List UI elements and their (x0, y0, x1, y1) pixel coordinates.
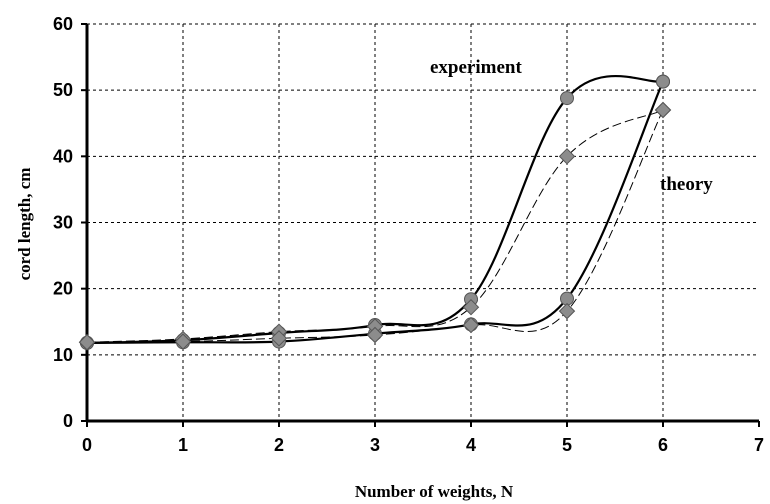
data-point-theory (366, 326, 384, 344)
data-point-theory (270, 330, 288, 347)
y-tick-label: 20 (53, 279, 73, 299)
x-tick-label: 2 (274, 435, 284, 455)
x-tick-label: 1 (178, 435, 188, 455)
data-point-experiment (656, 74, 670, 89)
markers-layer (78, 74, 672, 351)
x-tick-label: 5 (562, 435, 572, 455)
x-tick-label: 7 (754, 435, 764, 455)
data-point-theory (462, 316, 480, 334)
y-axis-label: cord length, cm (15, 168, 34, 281)
y-tick-label: 30 (53, 213, 73, 233)
annotation-experiment: experiment (430, 57, 522, 78)
y-tick-label: 50 (53, 80, 73, 100)
y-tick-label: 60 (53, 14, 73, 34)
y-tick-label: 10 (53, 345, 73, 365)
x-tick-label: 3 (370, 435, 380, 455)
data-point-theory (462, 298, 480, 316)
annotation-theory: theory (660, 174, 713, 195)
data-point-theory (78, 334, 96, 351)
data-point-theory (558, 148, 576, 165)
y-tick-label: 40 (53, 146, 73, 166)
y-tick-label: 0 (63, 411, 73, 431)
data-point-theory (174, 333, 192, 350)
data-point-theory (558, 302, 576, 320)
x-axis-label: Number of weights, N (355, 482, 514, 501)
x-tick-label: 0 (82, 435, 92, 455)
x-tick-label: 6 (658, 435, 668, 455)
x-tick-label: 4 (466, 435, 476, 455)
data-point-theory (654, 101, 672, 119)
data-point-experiment (560, 91, 574, 106)
grid (87, 23, 759, 421)
tick-labels: 0 1 2 3 4 5 6 7 0 10 20 30 40 50 60 (53, 14, 764, 455)
axes (81, 23, 760, 427)
